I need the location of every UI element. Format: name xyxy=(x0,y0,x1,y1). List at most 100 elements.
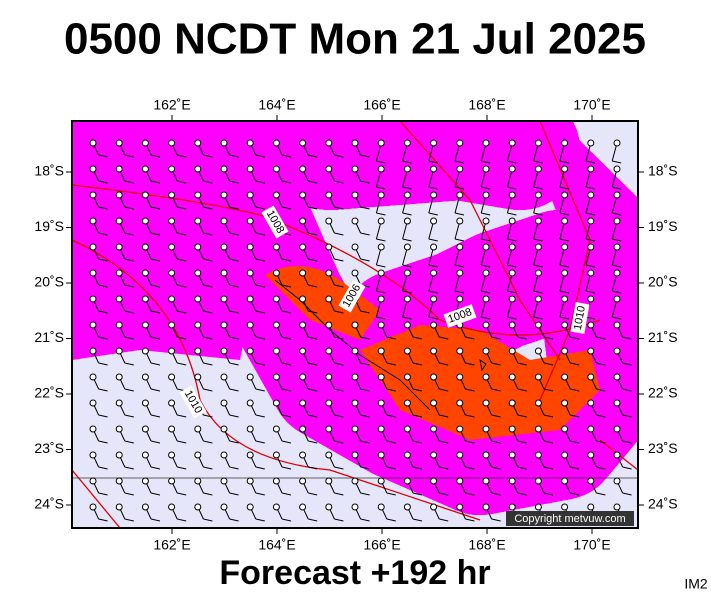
station xyxy=(377,425,385,433)
wind-barb xyxy=(168,243,187,262)
wind-barb xyxy=(611,139,622,164)
station xyxy=(246,295,254,303)
station xyxy=(482,425,490,433)
wind-barb xyxy=(194,191,213,210)
barb-flag xyxy=(612,290,622,294)
station xyxy=(561,425,569,433)
isobars xyxy=(72,121,638,528)
station xyxy=(403,347,411,355)
station xyxy=(168,425,176,433)
station xyxy=(168,503,176,511)
station xyxy=(508,217,516,225)
barb-flag xyxy=(98,232,108,236)
wind-barb xyxy=(141,373,161,392)
barb-flag xyxy=(177,258,187,262)
wind-barb xyxy=(585,139,596,164)
station xyxy=(194,373,202,381)
station xyxy=(325,217,333,225)
station xyxy=(246,165,254,173)
latitude-label: 23˚S xyxy=(648,440,678,456)
station xyxy=(194,295,202,303)
wind-barb xyxy=(272,503,292,522)
station xyxy=(561,269,569,277)
barb-flag xyxy=(334,258,344,262)
station xyxy=(403,321,411,329)
barb-flag xyxy=(360,180,370,184)
barb-flag xyxy=(543,492,554,496)
station xyxy=(325,477,333,485)
wind-barb xyxy=(534,425,554,444)
wind-barb xyxy=(141,295,161,314)
station xyxy=(89,321,97,329)
barb-flag xyxy=(177,466,187,470)
station xyxy=(325,347,333,355)
wind-barb xyxy=(194,503,213,522)
barb-flag xyxy=(376,316,386,320)
barb-flag xyxy=(491,362,501,366)
latitude-label: 21˚S xyxy=(648,329,678,345)
station xyxy=(351,399,359,407)
barb-flag xyxy=(360,466,370,470)
barb-flag xyxy=(124,258,134,262)
barb-flag xyxy=(596,440,606,444)
station xyxy=(508,347,516,355)
wind-barb xyxy=(402,139,412,164)
barb-flag xyxy=(585,238,596,242)
wind-barb xyxy=(141,451,161,470)
station xyxy=(299,269,307,277)
station xyxy=(561,399,569,407)
wind-barb xyxy=(115,373,134,392)
wind-barb xyxy=(115,139,134,158)
wind-barb xyxy=(272,165,292,184)
barb-flag xyxy=(559,160,569,164)
station xyxy=(299,347,307,355)
wind-barb xyxy=(141,217,161,236)
wind-barb xyxy=(115,165,134,184)
station xyxy=(534,269,542,277)
station xyxy=(325,503,333,511)
barb-flag xyxy=(203,466,213,470)
wind-barb xyxy=(456,347,475,366)
barb-flag xyxy=(533,212,543,216)
station xyxy=(325,295,333,303)
wind-barb xyxy=(559,243,569,268)
barb-flag xyxy=(465,362,475,366)
barb-flag xyxy=(308,492,318,496)
barb-flag xyxy=(491,466,501,470)
station xyxy=(482,399,490,407)
wind-barb xyxy=(430,347,449,366)
longitude-label: 166˚E xyxy=(363,537,400,553)
wind-barb xyxy=(246,217,265,236)
station xyxy=(89,503,97,511)
station xyxy=(246,373,254,381)
wind-barb xyxy=(482,503,501,522)
barb-flag xyxy=(281,440,292,444)
wind-barb xyxy=(115,503,134,522)
latitude-label: 22˚S xyxy=(34,385,64,401)
wind-barb xyxy=(246,243,265,262)
wind-barb xyxy=(587,347,606,366)
wind-barb xyxy=(611,165,622,190)
heavy-rain xyxy=(360,325,600,440)
wind-barb xyxy=(430,373,449,392)
wind-barb xyxy=(246,451,265,470)
wind-barb xyxy=(506,191,517,216)
station xyxy=(246,269,254,277)
station xyxy=(246,477,254,485)
barb-flag xyxy=(570,440,580,444)
station xyxy=(272,269,280,277)
wind-barb xyxy=(220,295,239,314)
wind-barb xyxy=(115,347,134,366)
latitude-label: 19˚S xyxy=(34,218,64,234)
wind-barb xyxy=(194,321,213,340)
wind-barb xyxy=(585,269,596,294)
barb-flag xyxy=(255,284,265,288)
wind-barb xyxy=(220,373,239,392)
barb-flag xyxy=(98,206,108,210)
wind-barb xyxy=(533,217,543,242)
barb-flag xyxy=(439,466,449,470)
barb-flag xyxy=(334,232,344,236)
wind-barb xyxy=(89,425,108,444)
station xyxy=(246,425,254,433)
